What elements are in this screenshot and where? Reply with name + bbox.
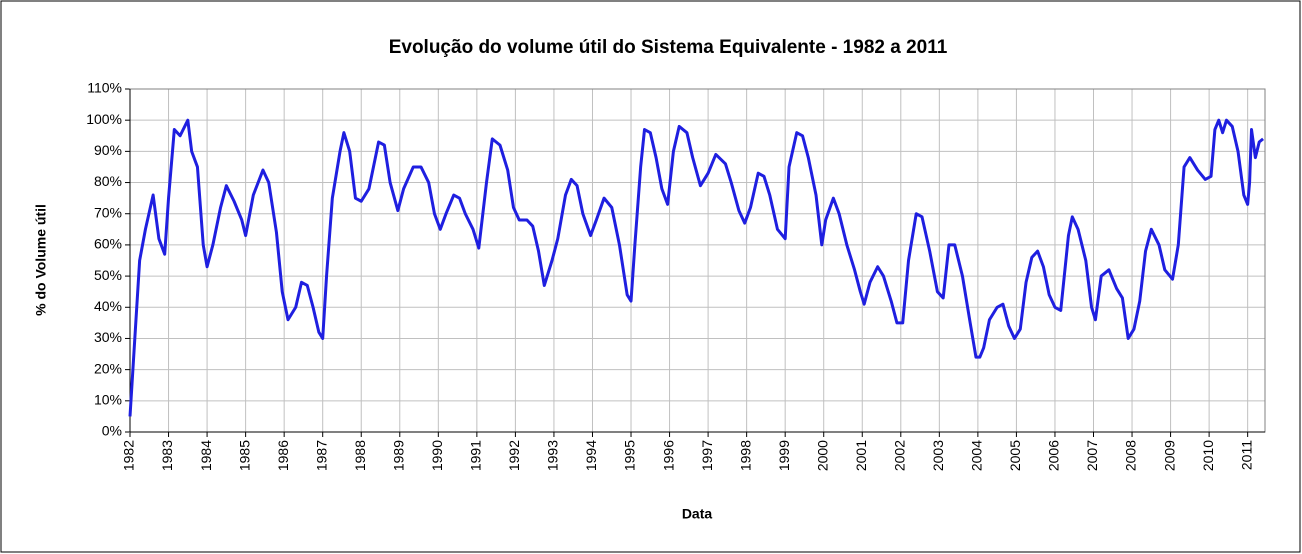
x-tick-label: 1985 <box>236 440 252 471</box>
x-tick-label: 1993 <box>545 440 561 471</box>
x-tick-label: 2008 <box>1123 440 1139 471</box>
x-tick-label: 2000 <box>814 440 830 471</box>
y-tick-label: 110% <box>87 80 122 96</box>
x-tick-label: 1997 <box>699 440 715 471</box>
x-tick-label: 1987 <box>313 440 329 471</box>
x-axis-label: Data <box>682 506 713 522</box>
y-tick-label: 90% <box>94 142 122 158</box>
x-tick-label: 1998 <box>737 440 753 471</box>
x-tick-label: 2002 <box>892 440 908 471</box>
x-tick-label: 1991 <box>468 440 484 471</box>
y-tick-label: 100% <box>86 111 122 127</box>
data-line <box>128 118 1265 417</box>
x-tick-label: 2011 <box>1238 440 1254 470</box>
x-tick-label: 1988 <box>352 440 368 471</box>
x-tick-label: 2004 <box>969 440 985 471</box>
x-tick-label: 1982 <box>121 440 137 471</box>
x-tick-label: 1995 <box>622 440 638 471</box>
y-tick-label: 80% <box>94 173 122 189</box>
x-tick-label: 1983 <box>159 440 175 471</box>
x-tick-label: 2010 <box>1200 440 1216 471</box>
x-tick-label: 1994 <box>583 440 599 471</box>
x-tick-label: 2003 <box>930 440 946 471</box>
y-tick-label: 50% <box>94 267 122 283</box>
chart-title: Evolução do volume útil do Sistema Equiv… <box>389 37 948 58</box>
x-tick-label: 1992 <box>506 440 522 471</box>
y-tick-label: 40% <box>94 298 122 314</box>
x-tick-label: 2006 <box>1046 440 1062 471</box>
x-tick-label: 1990 <box>429 440 445 471</box>
x-tick-label: 1996 <box>660 440 676 471</box>
y-tick-label: 60% <box>94 236 122 252</box>
x-tick-label: 2001 <box>853 440 869 471</box>
x-tick-label: 1999 <box>776 440 792 471</box>
x-tick-label: 1989 <box>390 440 406 471</box>
x-tick-label: 1986 <box>275 440 291 471</box>
y-axis-label: % do Volume útil <box>33 204 49 316</box>
x-tick-label: 2009 <box>1161 440 1177 471</box>
y-tick-label: 10% <box>94 392 122 408</box>
x-tick-label: 2007 <box>1084 440 1100 471</box>
y-tick-label: 20% <box>94 360 122 376</box>
x-tick-label: 1984 <box>198 440 214 471</box>
y-tick-label: 0% <box>102 423 122 439</box>
y-tick-label: 70% <box>94 204 122 220</box>
y-tick-label: 30% <box>94 329 122 345</box>
x-tick-label: 2005 <box>1007 440 1023 471</box>
